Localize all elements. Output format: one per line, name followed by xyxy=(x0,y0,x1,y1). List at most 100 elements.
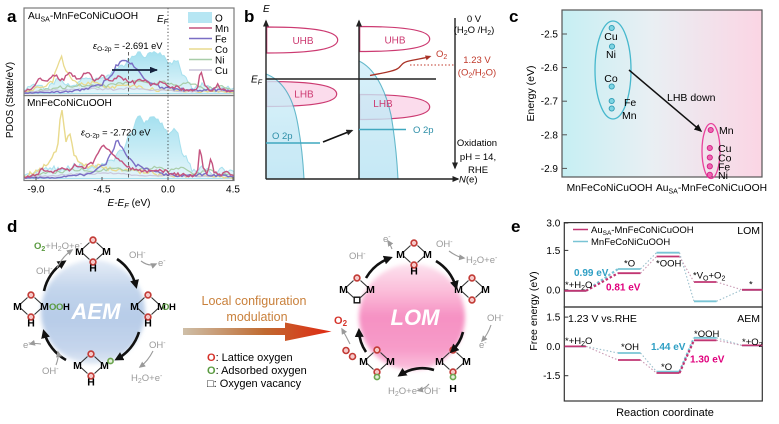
svg-text:M: M xyxy=(73,360,82,372)
svg-text:M: M xyxy=(339,284,348,296)
svg-text:H: H xyxy=(89,263,97,275)
svg-text:□: Oxygen vacancy: □: Oxygen vacancy xyxy=(207,378,302,390)
svg-text:M: M xyxy=(13,301,22,313)
svg-text:M: M xyxy=(435,356,444,368)
svg-text:H: H xyxy=(410,266,418,278)
svg-text:0 V: 0 V xyxy=(467,14,482,25)
svg-text:-2.6: -2.6 xyxy=(541,63,559,74)
svg-text:-2.8: -2.8 xyxy=(541,130,559,141)
svg-text:M: M xyxy=(75,246,84,258)
svg-text:O: O xyxy=(162,302,169,313)
svg-text:H2O+e-: H2O+e- xyxy=(131,373,163,385)
svg-text:Co: Co xyxy=(718,153,732,165)
svg-text:AuSA-MnFeCoNiCuOOH: AuSA-MnFeCoNiCuOOH xyxy=(656,183,767,196)
svg-text:O2: O2 xyxy=(334,315,348,328)
svg-text:UHB: UHB xyxy=(292,36,313,47)
svg-text:Ni: Ni xyxy=(718,170,728,182)
svg-text:OH-: OH- xyxy=(42,366,59,377)
svg-text:M: M xyxy=(462,356,471,368)
svg-text:MnFeCoNiCuOOH: MnFeCoNiCuOOH xyxy=(567,183,653,194)
svg-text:O: O xyxy=(215,13,223,24)
svg-text:Local configuration: Local configuration xyxy=(202,294,307,308)
svg-text:E: E xyxy=(263,4,270,15)
svg-text:H: H xyxy=(63,302,70,313)
svg-text:4.5: 4.5 xyxy=(226,185,240,196)
svg-text:e-: e- xyxy=(158,258,166,269)
svg-text:EF: EF xyxy=(157,14,169,26)
svg-text:M: M xyxy=(386,356,395,368)
svg-text:Energy (eV): Energy (eV) xyxy=(525,65,537,121)
svg-text:Reaction coordinate: Reaction coordinate xyxy=(616,407,714,419)
svg-text:b: b xyxy=(244,7,254,26)
svg-text:-2.7: -2.7 xyxy=(541,97,559,108)
svg-text:1.23 V vs.RHE: 1.23 V vs.RHE xyxy=(568,313,637,325)
svg-text:Free energy (eV): Free energy (eV) xyxy=(528,271,540,350)
svg-text:0.99 eV: 0.99 eV xyxy=(574,268,609,279)
svg-text:OH-: OH- xyxy=(149,340,166,351)
svg-text:0.0: 0.0 xyxy=(546,342,560,353)
svg-text:LHB: LHB xyxy=(294,90,314,101)
svg-text:*O: *O xyxy=(661,362,672,373)
svg-text:*OOH: *OOH xyxy=(694,329,719,340)
svg-text:M: M xyxy=(359,356,368,368)
svg-text:Oxidation: Oxidation xyxy=(457,138,497,149)
svg-text:-2.9: -2.9 xyxy=(541,164,559,175)
svg-text:OH-: OH- xyxy=(36,266,53,277)
svg-text:OH-: OH- xyxy=(436,239,453,250)
svg-text:*VO+O2: *VO+O2 xyxy=(693,271,725,283)
svg-text:*+H2O: *+H2O xyxy=(565,280,592,292)
svg-text:O 2p: O 2p xyxy=(413,125,434,136)
svg-text:*OOH: *OOH xyxy=(656,259,681,270)
svg-text:Co: Co xyxy=(604,73,618,85)
svg-text:c: c xyxy=(509,7,518,26)
svg-text:OH-: OH- xyxy=(129,250,146,261)
svg-text:H: H xyxy=(27,318,35,330)
svg-text:0.81 eV: 0.81 eV xyxy=(606,283,641,294)
svg-text:Mn: Mn xyxy=(622,110,637,122)
svg-text:O: O xyxy=(49,302,56,313)
svg-text:-9.0: -9.0 xyxy=(27,185,45,196)
svg-text:OH-: OH- xyxy=(487,313,504,324)
svg-text:O: Adsorbed oxygen: O: Adsorbed oxygen xyxy=(207,365,307,377)
svg-text:M: M xyxy=(40,301,49,313)
svg-text:-4.5: -4.5 xyxy=(93,185,111,196)
svg-text:N(e): N(e) xyxy=(459,175,478,186)
svg-text:LHB: LHB xyxy=(373,99,393,110)
svg-text:AuSA-MnFeCoNiCuOOH: AuSA-MnFeCoNiCuOOH xyxy=(28,11,138,24)
svg-text:M: M xyxy=(396,249,405,261)
svg-text:Cu: Cu xyxy=(718,143,732,155)
svg-text:*OH: *OH xyxy=(621,342,639,353)
svg-text:0.0: 0.0 xyxy=(161,185,175,196)
svg-text:M: M xyxy=(157,301,166,313)
svg-text:H: H xyxy=(87,377,95,389)
svg-text:O 2p: O 2p xyxy=(272,131,293,142)
svg-text:M: M xyxy=(454,284,463,296)
svg-text:a: a xyxy=(7,7,17,26)
svg-text:PDOS (State/eV): PDOS (State/eV) xyxy=(5,62,16,138)
svg-text:O2+H2O+e-: O2+H2O+e- xyxy=(34,241,83,253)
svg-text:*O: *O xyxy=(624,259,635,270)
svg-text:OH-: OH- xyxy=(349,251,366,262)
svg-text:Fe: Fe xyxy=(624,97,636,109)
svg-text:MnFeCoNiCuOOH: MnFeCoNiCuOOH xyxy=(591,237,670,248)
svg-text:Cu: Cu xyxy=(604,31,618,43)
svg-text:RHE: RHE xyxy=(468,165,488,176)
svg-text:H: H xyxy=(169,302,176,313)
svg-text:*: * xyxy=(749,280,753,291)
svg-text:Fe: Fe xyxy=(718,162,730,174)
svg-text:AEM: AEM xyxy=(737,313,760,325)
svg-text:M: M xyxy=(100,360,109,372)
svg-text:O2: O2 xyxy=(436,49,447,61)
svg-text:1.30 eV: 1.30 eV xyxy=(690,355,725,366)
svg-text:e: e xyxy=(511,217,520,236)
svg-text:Cu: Cu xyxy=(215,66,228,77)
svg-text:M: M xyxy=(366,284,375,296)
svg-text:AEM: AEM xyxy=(71,299,122,324)
svg-text:M: M xyxy=(481,284,490,296)
svg-text:(O2/H2O): (O2/H2O) xyxy=(458,68,496,80)
svg-text:1.44 eV: 1.44 eV xyxy=(651,342,686,353)
svg-text:H2O+e-: H2O+e- xyxy=(388,386,420,398)
svg-text:M: M xyxy=(130,301,139,313)
svg-text:H: H xyxy=(144,318,152,330)
svg-text:εO-2p = -2.691 eV: εO-2p = -2.691 eV xyxy=(93,41,163,53)
